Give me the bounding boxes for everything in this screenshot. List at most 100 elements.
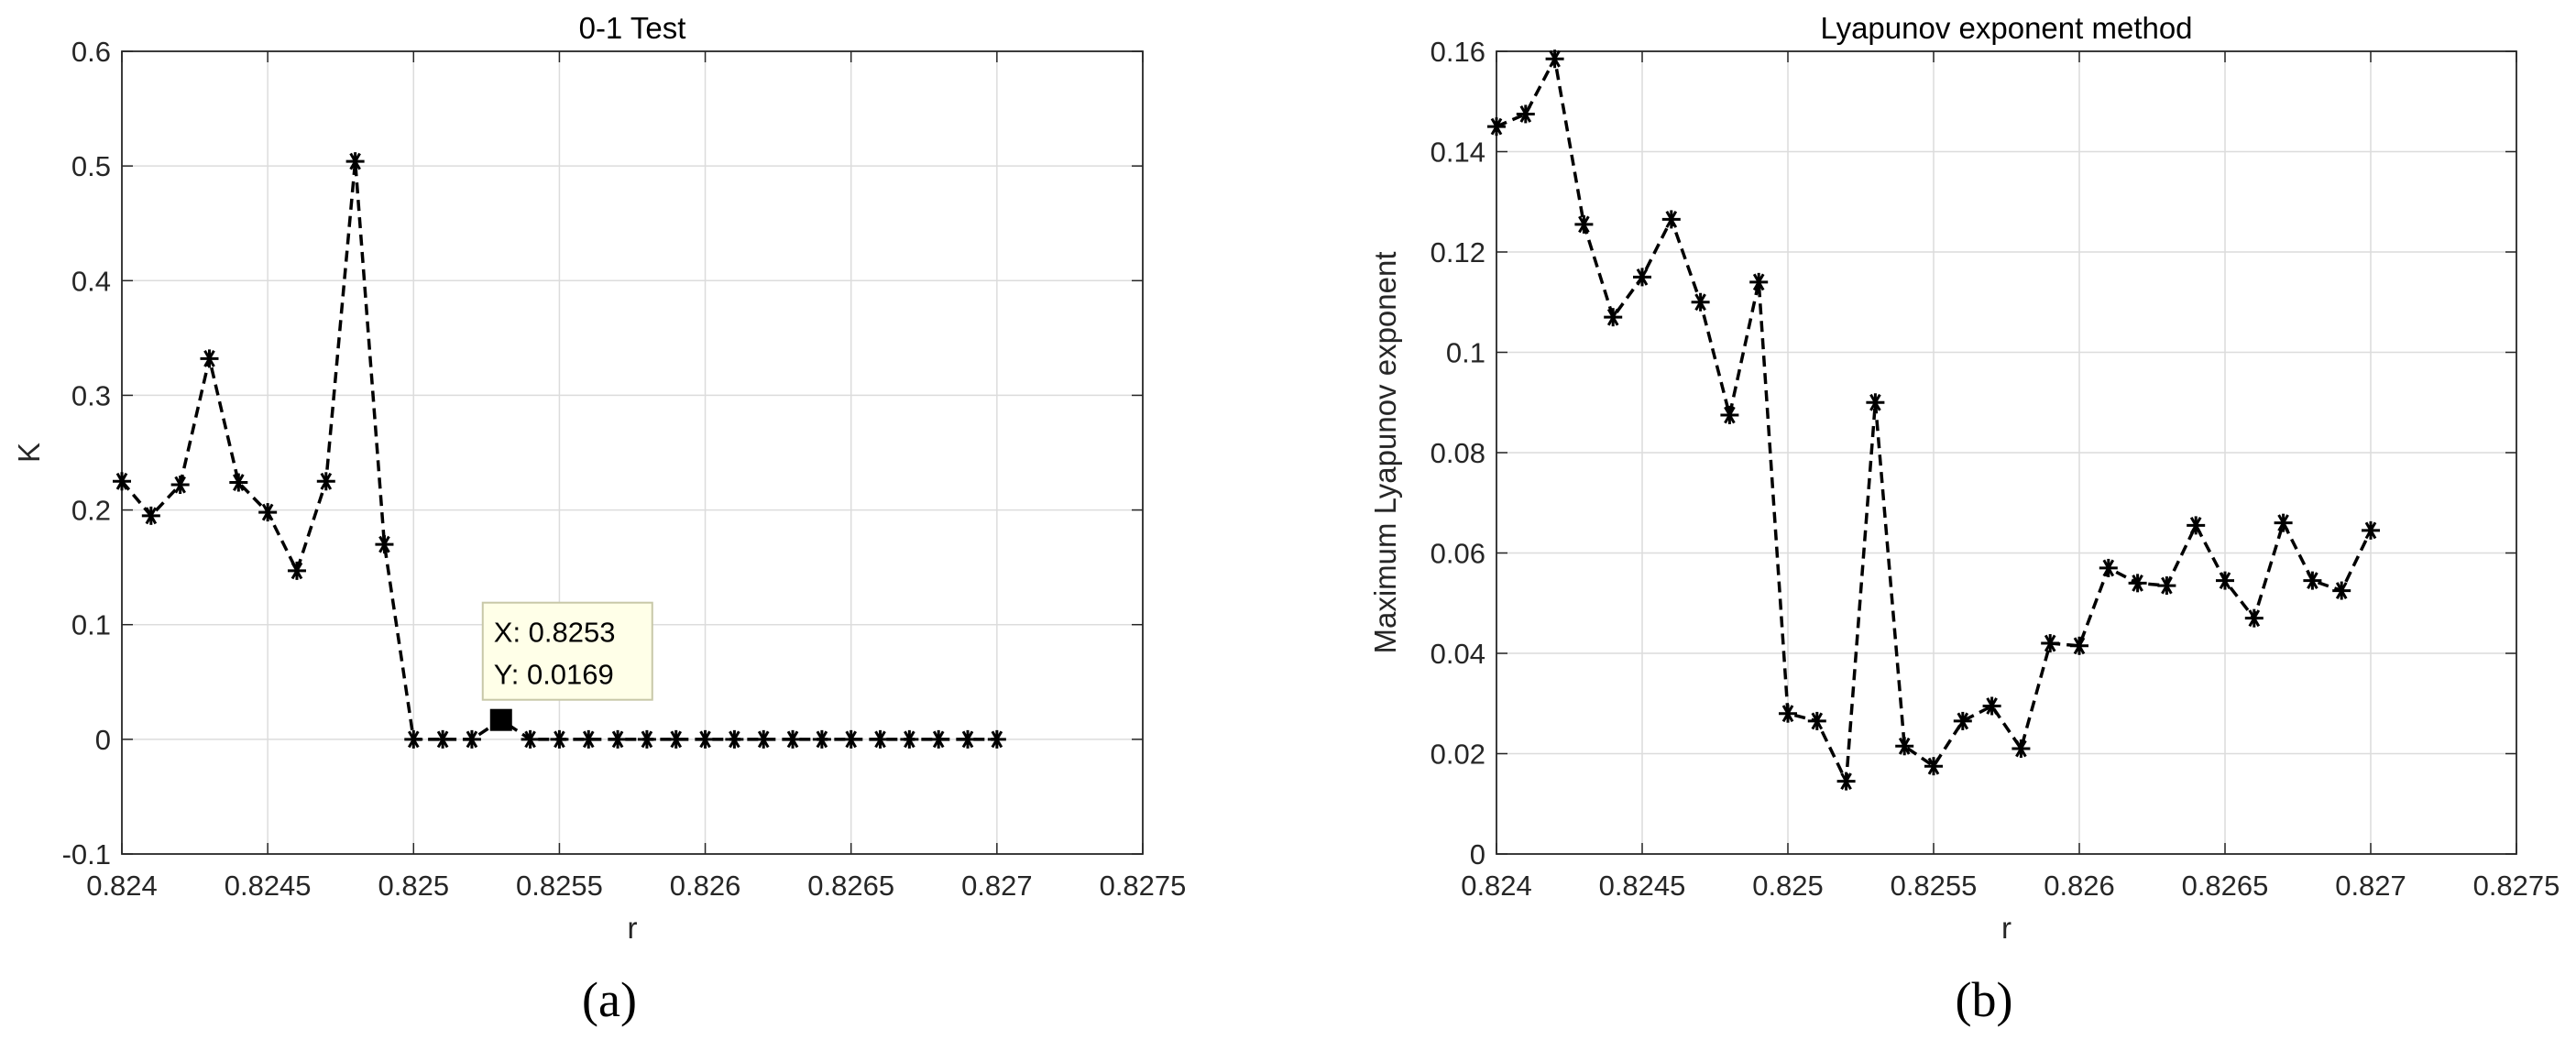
- data-point: [2244, 608, 2264, 628]
- y-tick-label: -0.1: [62, 838, 111, 870]
- data-point: [1604, 308, 1623, 327]
- data-point: [2041, 634, 2060, 653]
- datatip-x-label: X: 0.8253: [494, 617, 616, 649]
- data-point: [1953, 711, 1972, 730]
- data-point: [141, 506, 160, 525]
- data-point: [1720, 405, 1739, 424]
- axes-box: [121, 50, 1144, 855]
- data-point: [784, 729, 803, 749]
- data-point: [2216, 571, 2234, 590]
- data-point: [345, 152, 365, 171]
- data-point: [550, 729, 569, 749]
- data-point: [1749, 272, 1769, 291]
- data-point: [929, 729, 948, 749]
- data-point: [1516, 104, 1535, 124]
- data-point: [841, 729, 860, 749]
- y-tick-label: 0.1: [71, 609, 111, 641]
- data-point: [2332, 581, 2351, 600]
- data-point: [1807, 711, 1826, 730]
- data-point: [1487, 117, 1506, 137]
- data-point: [1691, 292, 1710, 312]
- data-point: [608, 729, 628, 749]
- x-tick-label: 0.826: [2044, 870, 2115, 902]
- datatip: X: 0.8253 Y: 0.0169: [481, 601, 653, 701]
- axes-box: [1496, 50, 2517, 855]
- chart-title: Lyapunov exponent method: [1820, 11, 2192, 45]
- x-tick-label: 0.827: [961, 870, 1033, 902]
- x-tick-label: 0.8255: [516, 870, 603, 902]
- datatip-marker: [489, 708, 512, 731]
- data-point: [229, 473, 248, 492]
- data-point: [754, 729, 773, 749]
- data-point: [1924, 757, 1943, 776]
- data-point: [2070, 636, 2088, 655]
- y-tick-label: 0.02: [1431, 739, 1485, 771]
- data-point: [433, 729, 453, 749]
- x-tick-label: 0.8245: [225, 870, 312, 902]
- data-point: [2362, 520, 2380, 540]
- data-point: [1574, 214, 1594, 234]
- data-point: [113, 472, 131, 491]
- y-axis-label: K: [12, 443, 46, 463]
- data-point: [2128, 574, 2147, 593]
- y-tick-label: 0: [1470, 838, 1485, 870]
- chart-b: 0.824 0.8245 0.825 0.8255 0.826 0.8265 0.827 0.…: [1368, 11, 2560, 945]
- data-point: [1779, 704, 1797, 723]
- x-tick-label: 0.8265: [2182, 870, 2269, 902]
- data-point: [2011, 739, 2031, 759]
- data-point: [1866, 393, 1885, 412]
- x-tick-label: 0.827: [2335, 870, 2406, 902]
- y-tick-label: 0.4: [71, 265, 111, 297]
- data-point: [2274, 513, 2293, 532]
- plot-area: [122, 51, 1143, 854]
- data-point: [1895, 737, 1914, 756]
- x-tick-label: 0.8245: [1599, 870, 1686, 902]
- y-tick-label: 0.14: [1431, 137, 1485, 169]
- chart-title: 0-1 Test: [579, 11, 686, 45]
- y-tick-label: 0.16: [1431, 36, 1485, 68]
- y-tick-label: 0.04: [1431, 638, 1485, 670]
- data-point: [375, 535, 394, 554]
- x-tick-label: 0.8275: [2473, 870, 2560, 902]
- data-point: [258, 503, 278, 522]
- data-point: [2099, 558, 2118, 577]
- data-point: [170, 476, 190, 495]
- data-point: [404, 729, 423, 749]
- x-tick-label: 0.8265: [807, 870, 894, 902]
- data-point: [696, 729, 715, 749]
- y-tick-label: 0: [95, 724, 111, 756]
- data-point: [812, 729, 831, 749]
- x-tick-label: 0.825: [1752, 870, 1824, 902]
- data-point: [871, 729, 890, 749]
- data-point: [316, 472, 335, 491]
- data-point: [579, 729, 598, 749]
- data-point: [1633, 268, 1651, 287]
- data-point: [1836, 772, 1856, 791]
- y-tick-label: 0.06: [1431, 538, 1485, 570]
- data-point: [900, 729, 919, 749]
- data-point: [2187, 516, 2206, 535]
- y-tick-label: 0.6: [71, 36, 111, 68]
- x-tick-label: 0.826: [670, 870, 741, 902]
- y-tick-label: 0.5: [71, 150, 111, 182]
- y-tick-label: 0.12: [1431, 236, 1485, 268]
- x-tick-label: 0.8275: [1100, 870, 1187, 902]
- data-point: [1545, 49, 1564, 69]
- x-axis-label: r: [2001, 911, 2011, 945]
- x-tick-label: 0.825: [378, 870, 449, 902]
- y-tick-label: 0.2: [71, 495, 111, 527]
- data-point: [287, 561, 306, 580]
- x-axis-label: r: [628, 911, 638, 945]
- data-point: [2303, 571, 2322, 590]
- y-tick-label: 0.08: [1431, 437, 1485, 469]
- data-point: [666, 729, 685, 749]
- x-tick-label: 0.824: [1461, 870, 1532, 902]
- data-point: [987, 729, 1006, 749]
- x-tick-label: 0.8255: [1891, 870, 1978, 902]
- x-tick-label: 0.824: [86, 870, 158, 902]
- datatip-y-label: Y: 0.0169: [494, 659, 614, 691]
- y-tick-label: 0.1: [1446, 337, 1485, 369]
- y-tick-label: 0.3: [71, 379, 111, 411]
- data-point: [1661, 210, 1681, 229]
